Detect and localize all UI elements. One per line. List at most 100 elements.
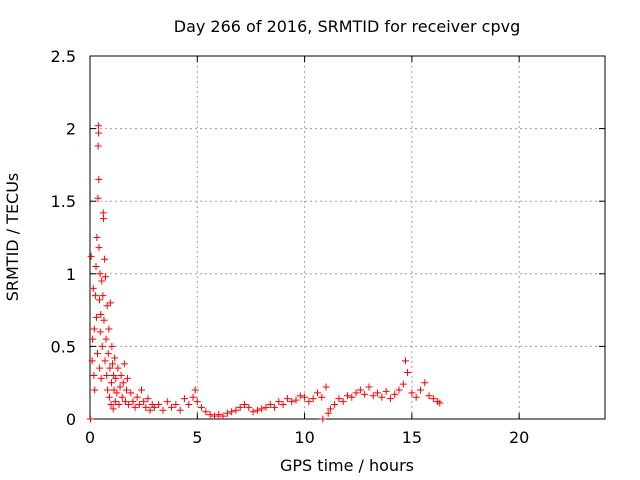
data-point-marker (124, 374, 132, 382)
data-points (86, 122, 444, 423)
y-tick-label: 0 (66, 410, 76, 429)
data-point-marker (374, 389, 382, 397)
data-point-marker (112, 374, 120, 382)
data-point-marker (87, 252, 95, 260)
data-point-marker (322, 383, 330, 391)
data-point-marker (146, 406, 154, 414)
data-point-marker (159, 406, 167, 414)
data-point-marker (95, 244, 103, 252)
data-point-marker (100, 316, 108, 324)
data-point-marker (361, 390, 369, 398)
data-point-marker (176, 406, 184, 414)
data-point-marker (91, 292, 99, 300)
data-point-marker (94, 194, 102, 202)
data-point-marker (90, 371, 98, 379)
data-point-marker (301, 393, 309, 401)
data-point-marker (96, 270, 104, 278)
data-point-marker (335, 395, 343, 403)
data-point-marker (241, 400, 248, 408)
chart-title: Day 266 of 2016, SRMTID for receiver cpv… (174, 17, 520, 36)
data-point-marker (99, 292, 107, 300)
data-point-marker (133, 393, 141, 401)
data-point-marker (180, 395, 188, 403)
data-point-marker (219, 412, 227, 420)
data-point-marker (266, 400, 274, 408)
data-point-marker (262, 403, 270, 411)
data-point-marker (94, 350, 102, 358)
data-point-marker (150, 403, 158, 411)
data-point-marker (339, 398, 347, 406)
data-point-marker (102, 335, 110, 343)
data-point-marker (144, 395, 152, 403)
data-point-marker (425, 392, 433, 400)
data-point-marker (318, 393, 326, 401)
data-point-marker (163, 398, 171, 406)
data-point-marker (421, 379, 429, 387)
data-point-marker (326, 405, 334, 413)
data-point-marker (107, 379, 115, 387)
data-point-marker (404, 369, 412, 377)
data-point-marker (305, 398, 313, 406)
data-point-marker (103, 371, 111, 379)
axis-ticks: 0 5 10 15 20 0 0.5 1 1.5 2 2.5 (51, 47, 605, 447)
data-point-marker (138, 386, 145, 394)
data-point-marker (168, 403, 176, 411)
x-tick-label: 5 (192, 428, 202, 447)
data-point-marker (296, 392, 304, 400)
plot-frame (89, 55, 606, 420)
data-point-marker (98, 342, 106, 350)
data-point-marker (331, 400, 339, 408)
data-point-marker (215, 411, 223, 419)
data-point-marker (92, 263, 100, 271)
grid-lines (90, 56, 605, 419)
data-point-marker (95, 296, 103, 304)
data-point-marker (117, 371, 125, 379)
data-point-marker (98, 277, 106, 285)
data-point-marker (401, 357, 409, 365)
data-point-marker (120, 360, 128, 368)
data-point-marker (386, 395, 394, 403)
data-point-marker (292, 396, 300, 404)
data-point-marker (344, 392, 351, 400)
data-point-marker (236, 403, 244, 411)
data-point-marker (191, 386, 199, 394)
data-point-marker (142, 403, 150, 411)
data-point-marker (94, 142, 102, 150)
data-point-marker (206, 411, 214, 419)
data-point-marker (114, 364, 122, 372)
data-point-marker (253, 406, 261, 414)
data-point-marker (365, 383, 373, 391)
data-point-marker (245, 403, 253, 411)
data-point-marker (105, 325, 113, 333)
data-point-marker (382, 387, 390, 395)
data-point-marker (106, 364, 114, 372)
data-point-marker (118, 393, 126, 401)
data-point-marker (96, 364, 104, 372)
data-point-marker (436, 399, 444, 407)
data-point-marker (309, 395, 317, 403)
data-point-marker (232, 406, 240, 414)
y-tick-label: 0.5 (51, 337, 76, 356)
y-tick-label: 2 (66, 120, 76, 139)
data-point-marker (210, 412, 218, 420)
data-point-marker (127, 389, 135, 397)
data-point-marker (429, 395, 437, 403)
data-point-marker (97, 310, 105, 318)
data-point-marker (125, 400, 133, 408)
data-point-marker (103, 302, 111, 310)
data-point-marker (279, 400, 287, 408)
data-point-marker (95, 129, 103, 137)
data-point-marker (105, 393, 113, 401)
data-point-marker (109, 405, 117, 413)
data-point-marker (399, 380, 407, 388)
y-tick-label: 1 (66, 265, 76, 284)
data-point-marker (135, 400, 143, 408)
data-point-marker (352, 389, 360, 397)
data-point-marker (131, 403, 139, 411)
data-point-marker (92, 313, 100, 321)
y-tick-label: 2.5 (51, 47, 76, 66)
data-point-marker (122, 386, 130, 394)
data-point-marker (140, 398, 148, 406)
data-point-marker (412, 393, 420, 401)
